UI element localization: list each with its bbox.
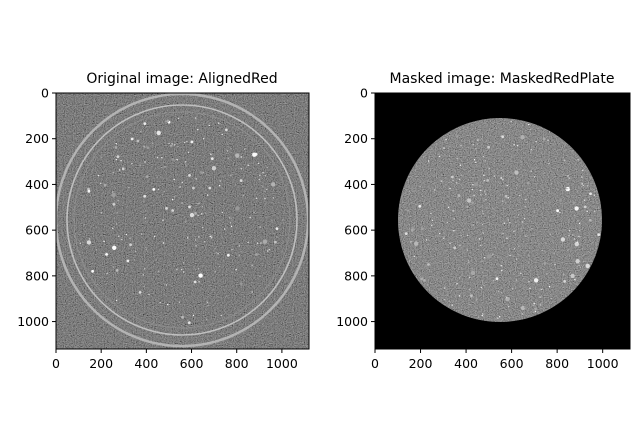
y-tick-label: 800 (25, 268, 49, 283)
x-tick-label: 400 (454, 356, 478, 371)
colony-spots-masked (404, 120, 601, 319)
panel-masked: Masked image: MaskedRedPlate 0 200 400 600 8… (336, 71, 631, 371)
x-tick-label: 400 (134, 356, 158, 371)
axes-frame-original (55, 92, 310, 350)
x-tick-label: 200 (89, 356, 113, 371)
y-tick-label: 600 (25, 223, 49, 238)
y-tick-label: 400 (344, 177, 368, 192)
colony-spots-original (79, 117, 284, 325)
panel-title-original: Original image: AlignedRed (86, 71, 277, 87)
y-tick-label: 1000 (17, 314, 49, 329)
x-tick-label: 200 (409, 356, 433, 371)
dish-inner-rim (66, 104, 298, 336)
x-tick-label: 1000 (266, 356, 298, 371)
y-axis-original: 0 200 400 600 800 1000 (17, 86, 56, 329)
y-tick-label: 800 (344, 268, 368, 283)
x-axis-original: 0 200 400 600 800 1000 (52, 349, 298, 371)
y-tick-label: 200 (25, 131, 49, 146)
y-axis-masked: 0 200 400 600 800 1000 (336, 86, 375, 329)
x-tick-label: 0 (52, 356, 60, 371)
y-tick-label: 200 (344, 131, 368, 146)
x-tick-label: 600 (180, 356, 204, 371)
dish-outer-rim (56, 93, 309, 348)
panel-title-masked: Masked image: MaskedRedPlate (390, 71, 615, 87)
x-tick-label: 800 (225, 356, 249, 371)
panel-original: Original image: AlignedRed 0 200 400 600 800… (17, 71, 310, 371)
original-image (56, 93, 309, 349)
x-tick-label: 1000 (587, 356, 619, 371)
x-tick-label: 0 (371, 356, 379, 371)
y-tick-label: 400 (25, 177, 49, 192)
y-tick-label: 1000 (336, 314, 368, 329)
masked-image (375, 93, 630, 349)
y-tick-label: 0 (360, 86, 368, 101)
y-tick-label: 0 (41, 86, 49, 101)
x-tick-label: 600 (500, 356, 524, 371)
x-tick-label: 800 (545, 356, 569, 371)
axes-frame-masked (374, 92, 631, 350)
y-tick-label: 600 (344, 223, 368, 238)
x-axis-masked: 0 200 400 600 800 1000 (371, 349, 619, 371)
